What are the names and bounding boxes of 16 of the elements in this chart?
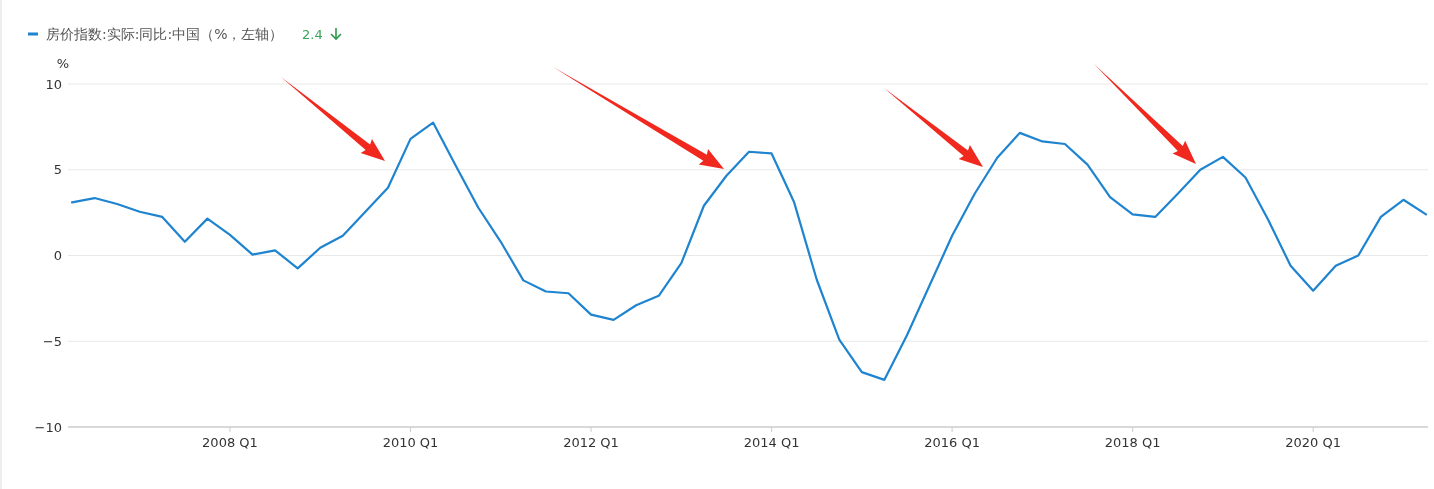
y-tick-label: 10 (45, 76, 62, 92)
text: 2.4 (302, 26, 323, 42)
y-tick-label: 0 (53, 248, 62, 264)
x-tick-label: 2008 Q1 (202, 435, 258, 450)
y-tick-label: −5 (42, 333, 62, 349)
x-tick-label: 2010 Q1 (382, 435, 439, 450)
x-tick-label: 2016 Q1 (924, 435, 980, 450)
y-axis-title: % (56, 56, 70, 71)
x-tick-label: 2012 Q1 (563, 435, 619, 450)
x-tick-label: 2014 Q1 (743, 435, 800, 450)
line-series (70, 121, 1428, 381)
legend-label: 房价指数:实际:同比:中国（%，左轴） (46, 25, 284, 42)
x-tick-label: 2018 Q1 (1104, 435, 1161, 450)
y-tick-label: −10 (34, 419, 62, 435)
x-tick-label: 2020 Q1 (1285, 435, 1342, 450)
y-tick-label: 5 (53, 162, 62, 178)
